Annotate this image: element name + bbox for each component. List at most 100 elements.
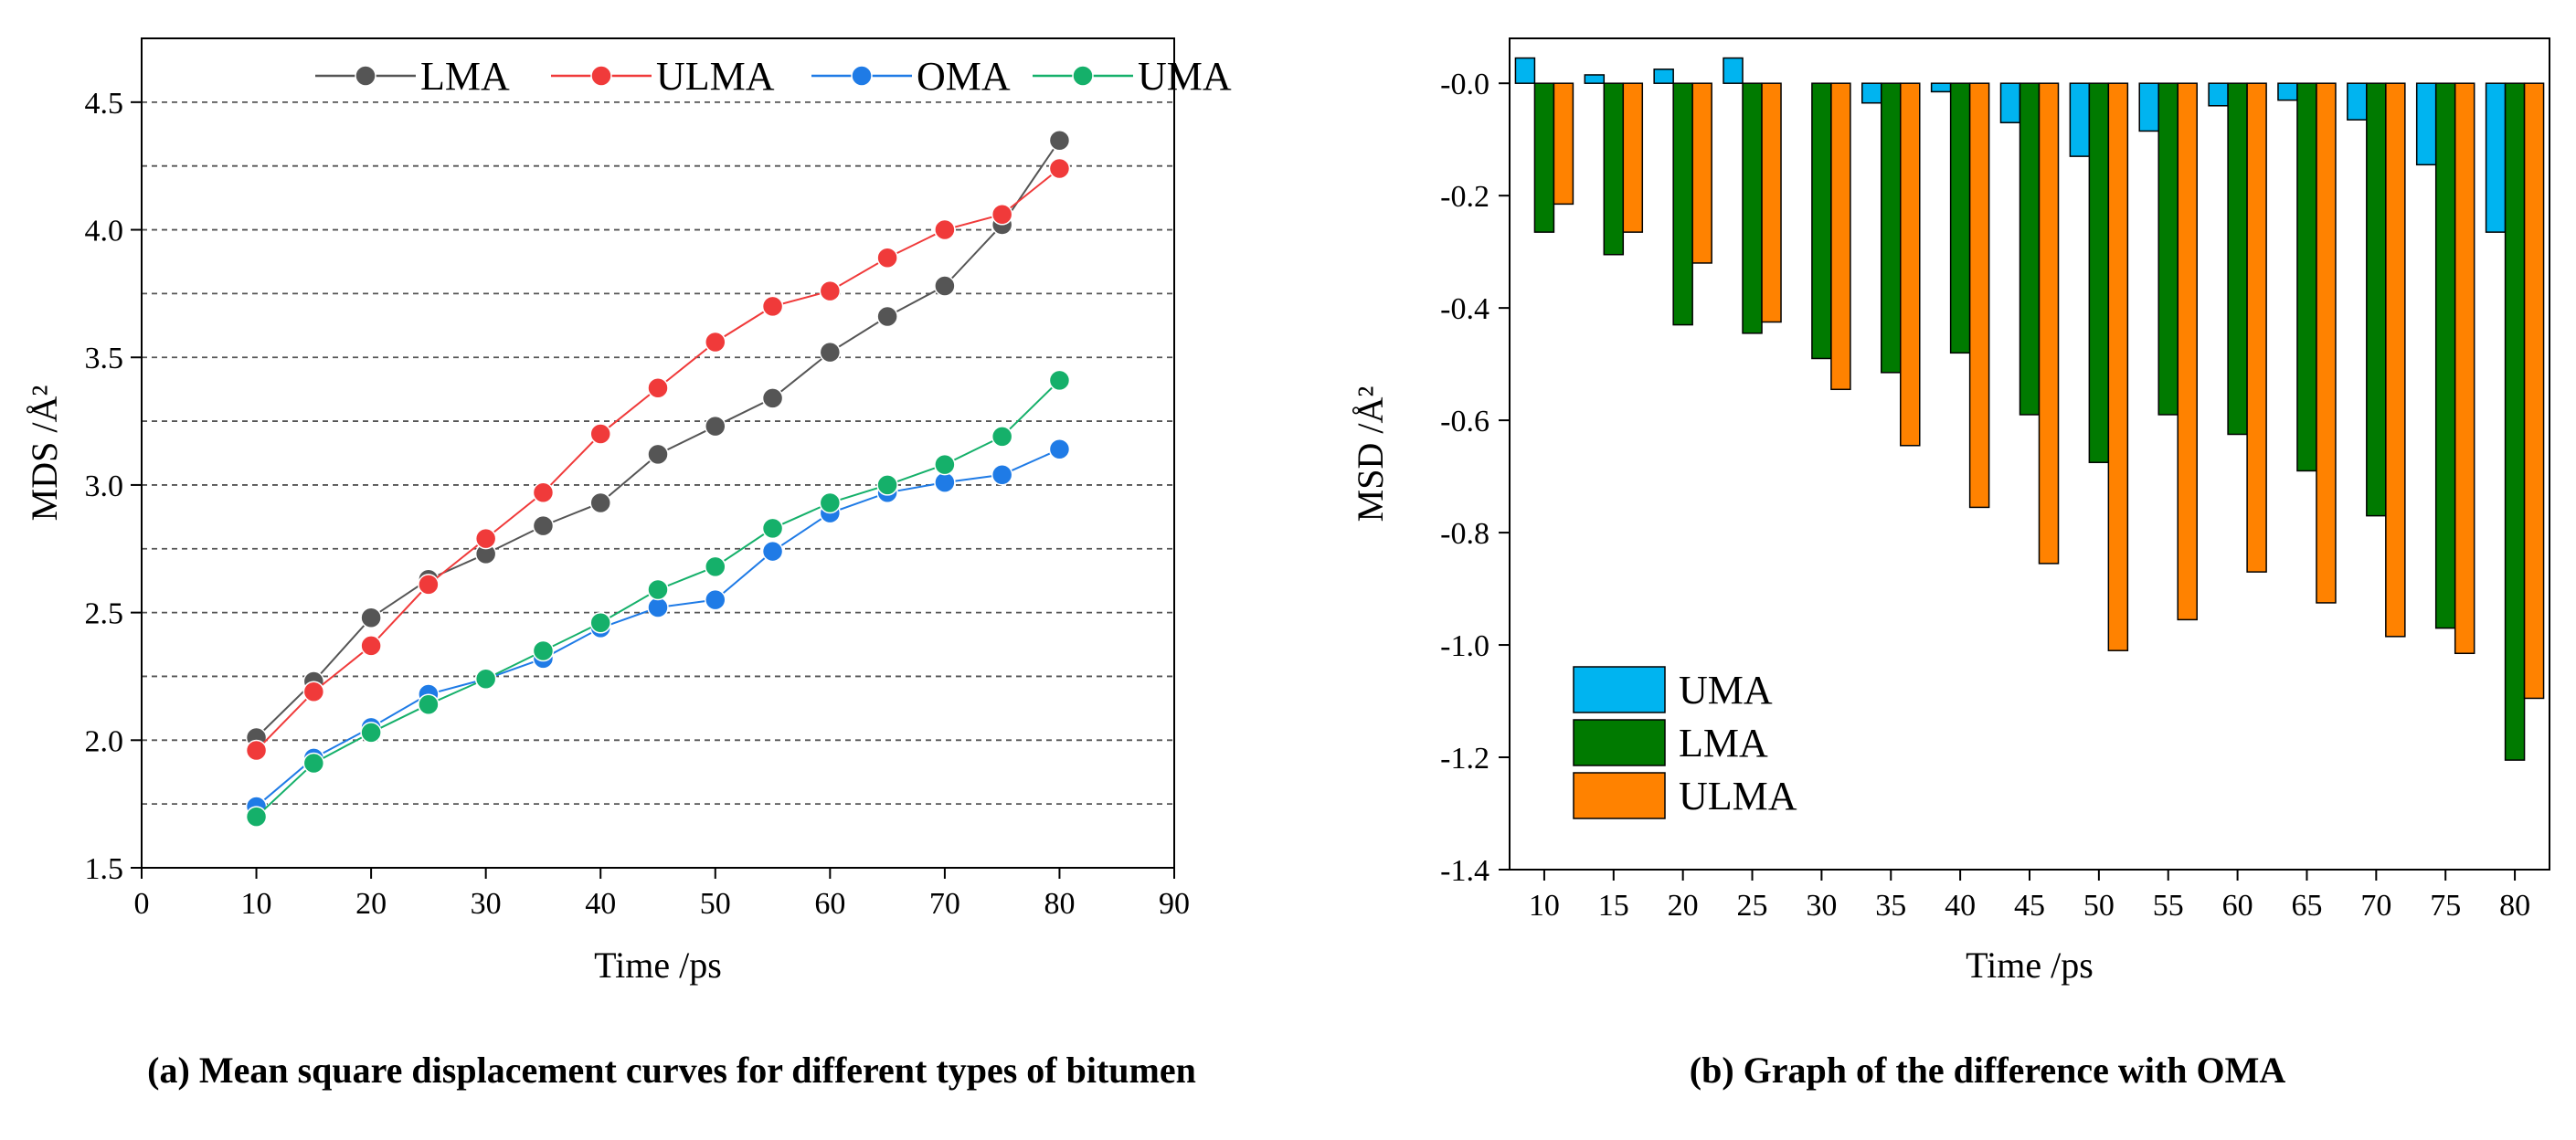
x-tick-label: 30	[1806, 889, 1837, 923]
data-point-uma	[647, 578, 669, 601]
data-point-ulma	[934, 218, 956, 241]
bar-lma	[2504, 82, 2526, 761]
x-axis-title: Time /ps	[1966, 945, 2094, 986]
bar-uma	[1999, 82, 2021, 123]
plot-frame	[141, 37, 1175, 869]
x-tick-label: 40	[1945, 889, 1976, 923]
bar-lma	[2434, 82, 2456, 629]
bar-uma	[2208, 82, 2229, 107]
data-point-uma	[418, 693, 440, 715]
x-tick-label: 20	[1668, 889, 1699, 923]
bar-ulma	[1968, 82, 1990, 509]
x-tick-label: 80	[2499, 889, 2530, 923]
y-tick-label: 2.5	[85, 597, 124, 631]
data-point-lma	[532, 514, 555, 537]
bar-lma	[2366, 82, 2387, 517]
data-point-ulma	[761, 295, 784, 318]
x-tick-label: 65	[2291, 889, 2322, 923]
data-point-uma	[589, 612, 611, 634]
data-point-lma	[589, 491, 611, 514]
data-point-ulma	[302, 681, 325, 702]
x-tick-label: 20	[355, 887, 387, 921]
x-tick-label: 75	[2430, 889, 2461, 923]
data-point-ulma	[991, 204, 1013, 226]
bar-lma	[1742, 82, 1763, 334]
bar-ulma	[2177, 82, 2198, 621]
data-point-oma	[991, 463, 1013, 486]
bar-uma	[2277, 82, 2298, 101]
data-point-uma	[474, 668, 497, 691]
data-point-lma	[934, 275, 956, 297]
data-point-uma	[876, 474, 898, 496]
data-point-ulma	[532, 481, 555, 504]
data-point-uma	[819, 491, 842, 514]
data-point-uma	[991, 426, 1013, 448]
bar-uma	[2138, 82, 2159, 132]
bar-lma	[2157, 82, 2178, 416]
x-tick-label: 50	[2083, 889, 2115, 923]
y-axis-title: MSD /Å²	[1350, 386, 1391, 522]
data-point-ulma	[705, 331, 726, 354]
bar-lma	[1949, 82, 1971, 354]
x-tick-label: 40	[585, 887, 616, 921]
bar-ulma	[2038, 82, 2060, 565]
data-point-ulma	[360, 635, 382, 657]
legend-marker-uma	[1072, 65, 1094, 87]
data-point-lma	[761, 387, 784, 409]
bar-uma	[1930, 82, 1952, 93]
data-point-oma	[647, 596, 669, 618]
x-tick-label: 70	[2360, 889, 2391, 923]
bar-uma	[1861, 82, 1882, 104]
x-tick-label: 45	[2014, 889, 2045, 923]
data-point-oma	[705, 588, 726, 611]
y-tick-label: -1.4	[1440, 854, 1489, 888]
caption-b: (b) Graph of the difference with OMA	[1690, 1050, 2286, 1091]
data-point-lma	[705, 415, 726, 438]
bar-lma	[1533, 82, 1555, 233]
series-line-oma	[255, 448, 1060, 808]
legend-label-oma: OMA	[917, 54, 1011, 99]
bar-uma	[2347, 82, 2368, 121]
x-tick-label: 0	[134, 887, 150, 921]
legend-label-uma: UMA	[1679, 668, 1773, 712]
data-point-ulma	[474, 527, 497, 550]
x-tick-label: 10	[1529, 889, 1560, 923]
bar-lma	[2227, 82, 2248, 436]
bar-uma	[1723, 57, 1744, 84]
legend-label-uma: UMA	[1138, 54, 1232, 99]
y-axis-title: MDS /Å²	[24, 385, 65, 522]
data-point-uma	[761, 517, 784, 540]
bar-ulma	[2385, 82, 2406, 638]
data-point-uma	[1048, 369, 1071, 392]
data-point-uma	[532, 639, 555, 662]
y-tick-label: 1.5	[85, 852, 124, 886]
y-tick-label: 4.5	[85, 87, 124, 121]
bar-uma	[1653, 69, 1674, 84]
data-point-oma	[761, 540, 784, 563]
y-tick-label: 3.0	[85, 470, 124, 503]
x-tick-label: 50	[700, 887, 731, 921]
y-tick-label: -1.0	[1440, 629, 1489, 663]
x-tick-label: 55	[2153, 889, 2184, 923]
x-tick-label: 80	[1044, 887, 1075, 921]
data-point-ulma	[418, 574, 440, 596]
data-point-lma	[819, 341, 842, 364]
caption-a: (a) Mean square displacement curves for …	[147, 1050, 1196, 1091]
x-tick-label: 35	[1875, 889, 1906, 923]
x-tick-label: 25	[1737, 889, 1768, 923]
bar-ulma	[2246, 82, 2267, 573]
bar-uma	[2069, 82, 2091, 157]
bar-uma	[2485, 82, 2507, 233]
bar-lma	[2088, 82, 2110, 463]
y-tick-label: 2.0	[85, 724, 124, 758]
legend-label-lma: LMA	[1679, 721, 1768, 765]
data-point-ulma	[589, 423, 611, 445]
bar-lma	[1672, 82, 1693, 326]
data-point-ulma	[876, 247, 898, 269]
bar-ulma	[1761, 82, 1782, 323]
bar-uma	[2415, 82, 2437, 166]
x-tick-label: 10	[241, 887, 272, 921]
x-tick-label: 70	[929, 887, 960, 921]
data-point-uma	[705, 555, 726, 578]
